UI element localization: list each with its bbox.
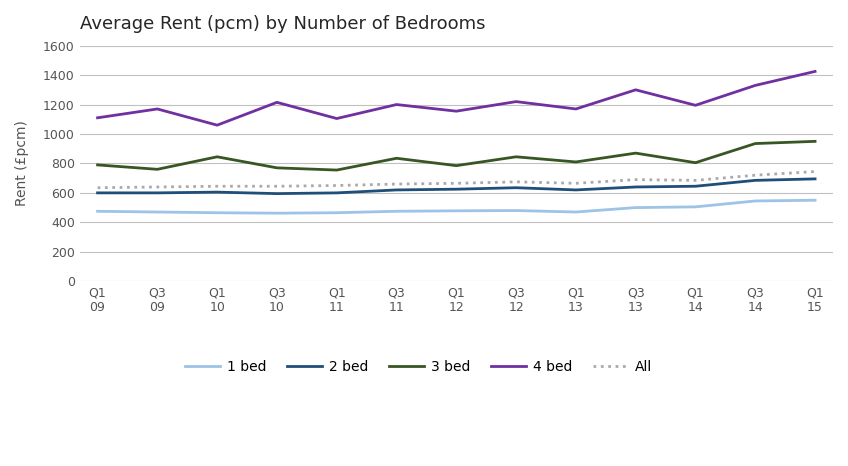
2 bed bbox=[153, 190, 163, 196]
4 bed bbox=[810, 69, 820, 74]
Line: All: All bbox=[98, 171, 815, 188]
Line: 4 bed: 4 bed bbox=[98, 71, 815, 125]
3 bed bbox=[750, 141, 761, 146]
All bbox=[690, 178, 700, 183]
3 bed bbox=[631, 151, 641, 156]
4 bed bbox=[272, 100, 282, 105]
2 bed bbox=[750, 178, 761, 183]
Y-axis label: Rent (£pcm): Rent (£pcm) bbox=[15, 121, 29, 206]
All bbox=[212, 184, 222, 189]
2 bed bbox=[810, 176, 820, 182]
4 bed bbox=[92, 115, 103, 121]
4 bed bbox=[631, 87, 641, 93]
3 bed bbox=[810, 138, 820, 144]
1 bed bbox=[810, 198, 820, 203]
1 bed bbox=[631, 205, 641, 210]
4 bed bbox=[332, 116, 342, 121]
1 bed bbox=[332, 210, 342, 216]
1 bed bbox=[511, 208, 522, 213]
All bbox=[272, 184, 282, 189]
All bbox=[92, 185, 103, 191]
2 bed bbox=[631, 184, 641, 190]
3 bed bbox=[690, 160, 700, 165]
3 bed bbox=[92, 162, 103, 168]
2 bed bbox=[451, 186, 461, 192]
3 bed bbox=[272, 165, 282, 171]
1 bed bbox=[392, 208, 402, 214]
1 bed bbox=[92, 208, 103, 214]
All bbox=[810, 169, 820, 174]
3 bed bbox=[451, 163, 461, 168]
2 bed bbox=[690, 184, 700, 189]
1 bed bbox=[272, 210, 282, 216]
Line: 2 bed: 2 bed bbox=[98, 179, 815, 193]
4 bed bbox=[690, 103, 700, 108]
1 bed bbox=[750, 198, 761, 204]
3 bed bbox=[511, 154, 522, 159]
3 bed bbox=[571, 159, 581, 165]
3 bed bbox=[212, 154, 222, 159]
4 bed bbox=[392, 102, 402, 107]
2 bed bbox=[212, 189, 222, 195]
4 bed bbox=[212, 123, 222, 128]
Legend: 1 bed, 2 bed, 3 bed, 4 bed, All: 1 bed, 2 bed, 3 bed, 4 bed, All bbox=[180, 354, 657, 379]
1 bed bbox=[571, 209, 581, 215]
4 bed bbox=[571, 106, 581, 112]
2 bed bbox=[272, 191, 282, 196]
All bbox=[332, 183, 342, 188]
All bbox=[451, 180, 461, 186]
2 bed bbox=[392, 187, 402, 193]
3 bed bbox=[392, 156, 402, 161]
4 bed bbox=[511, 99, 522, 104]
1 bed bbox=[153, 209, 163, 215]
2 bed bbox=[511, 185, 522, 191]
2 bed bbox=[332, 190, 342, 196]
4 bed bbox=[451, 109, 461, 114]
All bbox=[511, 179, 522, 185]
2 bed bbox=[92, 190, 103, 196]
3 bed bbox=[153, 166, 163, 172]
All bbox=[392, 181, 402, 187]
All bbox=[153, 184, 163, 190]
All bbox=[750, 172, 761, 178]
2 bed bbox=[571, 187, 581, 193]
All bbox=[631, 177, 641, 182]
4 bed bbox=[750, 82, 761, 88]
Line: 1 bed: 1 bed bbox=[98, 200, 815, 213]
1 bed bbox=[690, 204, 700, 210]
4 bed bbox=[153, 106, 163, 112]
All bbox=[571, 180, 581, 186]
1 bed bbox=[212, 210, 222, 216]
1 bed bbox=[451, 208, 461, 213]
3 bed bbox=[332, 167, 342, 173]
Line: 3 bed: 3 bed bbox=[98, 141, 815, 170]
Text: Average Rent (pcm) by Number of Bedrooms: Average Rent (pcm) by Number of Bedrooms bbox=[80, 15, 485, 33]
